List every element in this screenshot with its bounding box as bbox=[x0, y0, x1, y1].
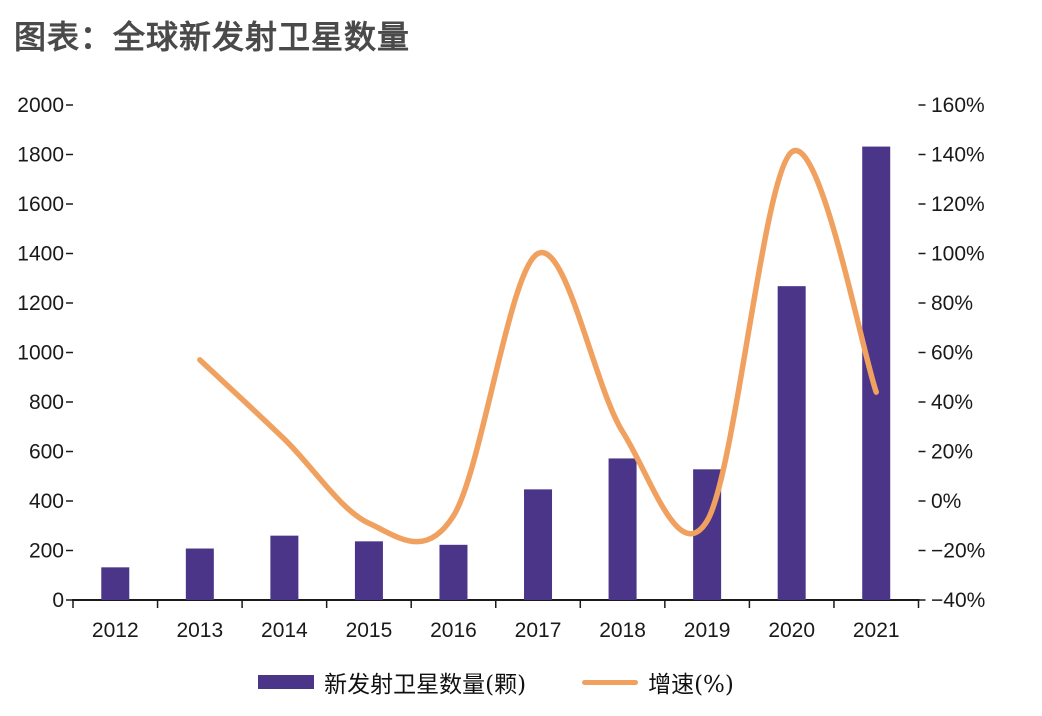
line-series-label: 增速(%) bbox=[648, 672, 734, 698]
bar-2018 bbox=[608, 458, 637, 600]
right-axis-label: 40% bbox=[931, 391, 973, 414]
right-axis-label: 20% bbox=[931, 441, 973, 464]
x-axis-label: 2021 bbox=[853, 619, 900, 642]
legend-item-growth: 增速(%) bbox=[582, 665, 734, 699]
growth-line bbox=[197, 147, 879, 545]
left-axis-label: 800 bbox=[29, 391, 64, 414]
x-axis-label: 2012 bbox=[92, 619, 139, 642]
right-axis-label: 140% bbox=[931, 144, 985, 167]
left-axis-label: 600 bbox=[29, 441, 64, 464]
x-axis-label: 2015 bbox=[346, 619, 393, 642]
right-axis-label: 160% bbox=[931, 94, 985, 117]
right-axis-label: 0% bbox=[931, 490, 961, 513]
bar-series-swatch bbox=[258, 675, 315, 689]
bar-2012 bbox=[101, 567, 130, 600]
right-axis-label: 100% bbox=[931, 243, 985, 266]
left-axis-label: 1800 bbox=[17, 144, 64, 167]
left-axis-label: 0 bbox=[52, 589, 64, 612]
left-axis-label: 1400 bbox=[17, 243, 64, 266]
right-axis-label: 60% bbox=[931, 342, 973, 365]
bar-2020 bbox=[777, 286, 806, 600]
x-axis-label: 2017 bbox=[515, 619, 562, 642]
x-axis-label: 2020 bbox=[768, 619, 815, 642]
right-axis-label: 120% bbox=[931, 193, 985, 216]
x-axis-label: 2013 bbox=[176, 619, 223, 642]
bar-2017 bbox=[524, 489, 553, 600]
left-axis-label: 2000 bbox=[17, 94, 64, 117]
x-axis-label: 2019 bbox=[684, 619, 731, 642]
x-axis-label: 2016 bbox=[430, 619, 477, 642]
bar-2016 bbox=[439, 544, 468, 600]
x-axis-label: 2018 bbox=[599, 619, 646, 642]
right-axis-label: −20% bbox=[931, 540, 985, 563]
left-axis-label: 1000 bbox=[17, 342, 64, 365]
bar-2021 bbox=[862, 146, 891, 600]
left-axis-label: 200 bbox=[29, 540, 64, 563]
right-axis-label: −40% bbox=[931, 589, 985, 612]
left-axis-label: 400 bbox=[29, 490, 64, 513]
bar-2015 bbox=[354, 541, 383, 600]
line-series-swatch bbox=[582, 679, 639, 685]
bar-2014 bbox=[270, 535, 299, 600]
chart-legend: 新发射卫星数量(颗) 增速(%) bbox=[73, 666, 919, 698]
chart-title: 图表：全球新发射卫星数量 bbox=[14, 19, 411, 55]
right-axis-label: 80% bbox=[931, 292, 973, 315]
bar-2013 bbox=[185, 548, 214, 600]
left-axis-label: 1200 bbox=[17, 292, 64, 315]
legend-item-satellites: 新发射卫星数量(颗) bbox=[258, 665, 526, 699]
left-axis-label: 1600 bbox=[17, 193, 64, 216]
x-axis-label: 2014 bbox=[261, 619, 308, 642]
bar-series-label: 新发射卫星数量(颗) bbox=[324, 672, 527, 698]
